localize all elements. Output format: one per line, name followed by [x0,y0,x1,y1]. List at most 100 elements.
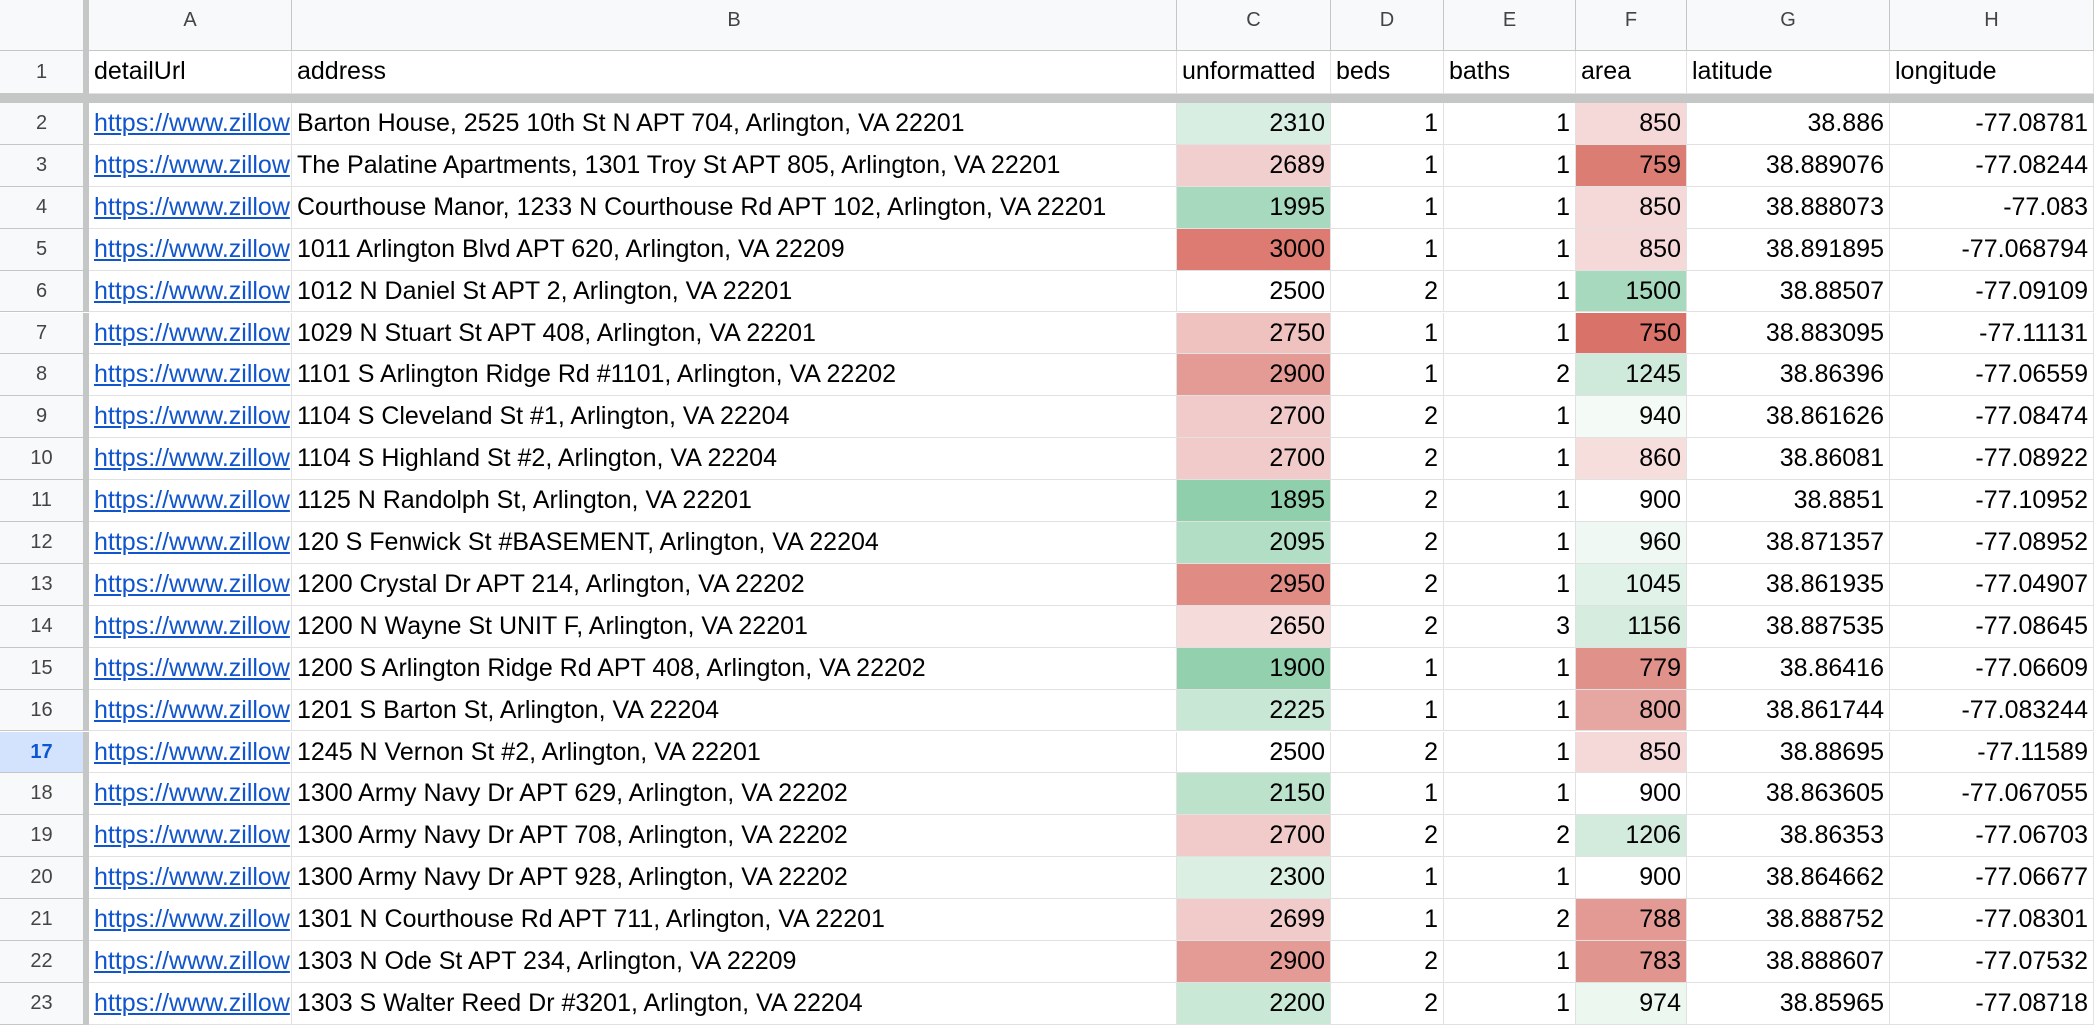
data-cell[interactable]: 1045 [1576,563,1687,606]
row-number[interactable]: 11 [0,480,89,522]
row-number[interactable]: 7 [0,312,89,355]
data-cell[interactable]: 1 [1444,647,1576,690]
data-cell[interactable]: The Palatine Apartments, 1301 Troy St AP… [292,144,1177,187]
data-cell[interactable]: 759 [1576,144,1687,187]
data-cell[interactable]: 1 [1444,438,1576,481]
data-cell[interactable]: 1 [1331,647,1444,690]
data-cell[interactable]: -77.08922 [1890,438,2094,481]
data-cell[interactable]: 1 [1331,857,1444,900]
data-cell[interactable]: -77.08474 [1890,396,2094,439]
data-cell[interactable]: 38.889076 [1687,144,1890,187]
link-cell[interactable]: https://www.zillow [89,396,292,439]
data-cell[interactable]: 2650 [1177,605,1331,648]
data-cell[interactable]: 1900 [1177,647,1331,690]
data-cell[interactable]: 2 [1331,731,1444,774]
link-cell[interactable]: https://www.zillow [89,103,292,145]
data-cell[interactable]: 1104 S Cleveland St #1, Arlington, VA 22… [292,396,1177,439]
data-cell[interactable]: -77.083 [1890,186,2094,229]
header-cell[interactable]: address [292,51,1177,94]
data-cell[interactable]: 1 [1444,689,1576,732]
header-cell[interactable]: area [1576,51,1687,94]
data-cell[interactable]: 2500 [1177,731,1331,774]
data-cell[interactable]: 3 [1444,605,1576,648]
row-number[interactable]: 10 [0,438,89,481]
data-cell[interactable]: 1300 Army Navy Dr APT 708, Arlington, VA… [292,815,1177,858]
data-cell[interactable]: 1 [1444,982,1576,1025]
link-cell[interactable]: https://www.zillow [89,354,292,397]
data-cell[interactable]: 38.8851 [1687,480,1890,522]
data-cell[interactable]: 2 [1331,605,1444,648]
link-cell[interactable]: https://www.zillow [89,480,292,522]
row-number[interactable]: 5 [0,228,89,271]
data-cell[interactable]: 1156 [1576,605,1687,648]
data-cell[interactable]: 1301 N Courthouse Rd APT 711, Arlington,… [292,899,1177,941]
data-cell[interactable]: 3000 [1177,228,1331,271]
data-cell[interactable]: 2 [1331,480,1444,522]
data-cell[interactable]: 38.871357 [1687,522,1890,564]
link-cell[interactable]: https://www.zillow [89,941,292,983]
data-cell[interactable]: 779 [1576,647,1687,690]
link-cell[interactable]: https://www.zillow [89,982,292,1025]
data-cell[interactable]: 1201 S Barton St, Arlington, VA 22204 [292,689,1177,732]
data-cell[interactable]: -77.08645 [1890,605,2094,648]
data-cell[interactable]: 2500 [1177,270,1331,313]
data-cell[interactable]: -77.06559 [1890,354,2094,397]
data-cell[interactable]: 1011 Arlington Blvd APT 620, Arlington, … [292,228,1177,271]
data-cell[interactable]: 1 [1444,731,1576,774]
link-cell[interactable]: https://www.zillow [89,605,292,648]
row-number[interactable]: 23 [0,982,89,1025]
data-cell[interactable]: -77.083244 [1890,689,2094,732]
data-cell[interactable]: 2700 [1177,815,1331,858]
link-cell[interactable]: https://www.zillow [89,689,292,732]
data-cell[interactable]: 1029 N Stuart St APT 408, Arlington, VA … [292,312,1177,355]
data-cell[interactable]: 38.883095 [1687,312,1890,355]
header-cell[interactable]: longitude [1890,51,2094,94]
data-cell[interactable]: 1200 S Arlington Ridge Rd APT 408, Arlin… [292,647,1177,690]
link-cell[interactable]: https://www.zillow [89,438,292,481]
data-cell[interactable]: 2 [1331,522,1444,564]
data-cell[interactable]: -77.08718 [1890,982,2094,1025]
data-cell[interactable]: 2 [1444,815,1576,858]
data-cell[interactable]: 2 [1331,270,1444,313]
data-cell[interactable]: 800 [1576,689,1687,732]
data-cell[interactable]: 1 [1331,899,1444,941]
data-cell[interactable]: 1206 [1576,815,1687,858]
link-cell[interactable]: https://www.zillow [89,731,292,774]
data-cell[interactable]: -77.06703 [1890,815,2094,858]
column-letter[interactable]: C [1177,0,1331,51]
column-letter[interactable]: H [1890,0,2094,51]
data-cell[interactable]: 750 [1576,312,1687,355]
data-cell[interactable]: 2689 [1177,144,1331,187]
data-cell[interactable]: 38.864662 [1687,857,1890,900]
data-cell[interactable]: 38.88507 [1687,270,1890,313]
data-cell[interactable]: 2950 [1177,563,1331,606]
data-cell[interactable]: 1200 Crystal Dr APT 214, Arlington, VA 2… [292,563,1177,606]
data-cell[interactable]: 1 [1331,354,1444,397]
row-number[interactable]: 17 [0,731,89,774]
data-cell[interactable]: 1 [1331,186,1444,229]
data-cell[interactable]: 1303 S Walter Reed Dr #3201, Arlington, … [292,982,1177,1025]
data-cell[interactable]: -77.06677 [1890,857,2094,900]
column-letter[interactable]: A [89,0,292,51]
data-cell[interactable]: 1 [1444,480,1576,522]
data-cell[interactable]: 2 [1331,396,1444,439]
data-cell[interactable]: 38.861626 [1687,396,1890,439]
data-cell[interactable]: 1300 Army Navy Dr APT 928, Arlington, VA… [292,857,1177,900]
data-cell[interactable]: 1300 Army Navy Dr APT 629, Arlington, VA… [292,773,1177,816]
data-cell[interactable]: 2900 [1177,354,1331,397]
data-cell[interactable]: 1995 [1177,186,1331,229]
data-cell[interactable]: Courthouse Manor, 1233 N Courthouse Rd A… [292,186,1177,229]
data-cell[interactable]: 1500 [1576,270,1687,313]
data-cell[interactable]: 1125 N Randolph St, Arlington, VA 22201 [292,480,1177,522]
data-cell[interactable]: 2095 [1177,522,1331,564]
data-cell[interactable]: -77.067055 [1890,773,2094,816]
data-cell[interactable]: 38.863605 [1687,773,1890,816]
data-cell[interactable]: 1895 [1177,480,1331,522]
data-cell[interactable]: 2700 [1177,438,1331,481]
link-cell[interactable]: https://www.zillow [89,186,292,229]
data-cell[interactable]: 38.86081 [1687,438,1890,481]
data-cell[interactable]: 1303 N Ode St APT 234, Arlington, VA 222… [292,941,1177,983]
data-cell[interactable]: 1 [1444,522,1576,564]
data-cell[interactable]: 850 [1576,186,1687,229]
row-number[interactable]: 9 [0,396,89,439]
